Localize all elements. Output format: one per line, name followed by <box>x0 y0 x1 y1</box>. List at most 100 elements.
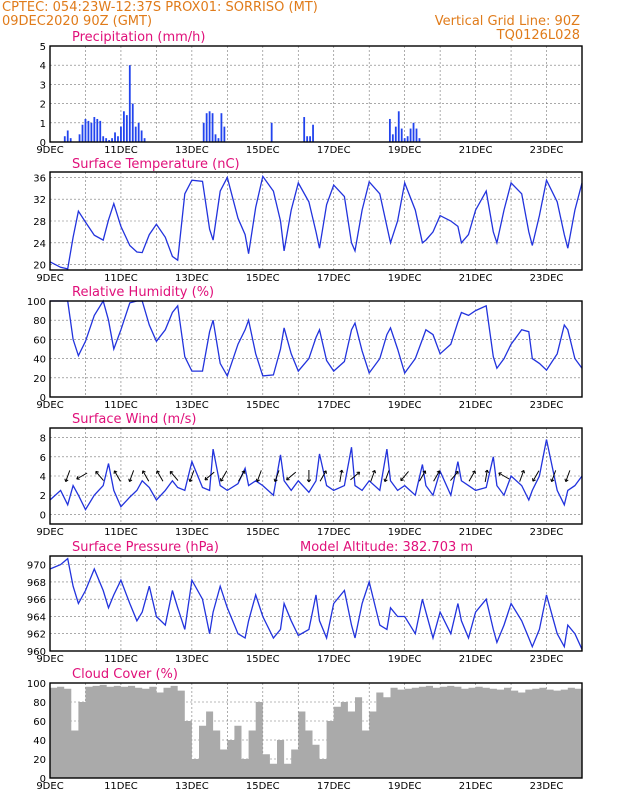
wind-arrow <box>141 470 150 482</box>
wind-arrow-shaft <box>339 470 343 482</box>
wind-arrow-shaft <box>350 471 360 481</box>
y-tick-label: 6 <box>40 453 46 464</box>
wind-arrow <box>255 470 262 483</box>
panel-frame <box>49 682 583 779</box>
x-tick-label: 9DEC <box>36 654 63 665</box>
panel-0: 0 1 2 3 4 5 9DEC 11DEC 13DEC 15DEC 17DEC 19DEC 21DEC… <box>36 30 583 156</box>
wind-arrow-shaft <box>468 470 476 482</box>
panel-title: Surface Temperature (nC) <box>72 157 240 172</box>
wind-arrow-shaft <box>551 470 557 482</box>
wind-arrow <box>204 471 215 481</box>
wind-arrow-head <box>400 479 404 482</box>
precip-bar <box>131 103 134 142</box>
x-tick-label: 17DEC <box>317 527 351 538</box>
x-tick-label: 23DEC <box>530 527 564 538</box>
y-tick-label: 20 <box>33 374 46 385</box>
y-tick-label: 962 <box>27 630 46 641</box>
wind-arrow-shaft <box>433 470 441 482</box>
y-tick-label: 0 <box>40 774 46 785</box>
wind-arrow <box>273 470 280 483</box>
x-tick-label: 19DEC <box>388 654 422 665</box>
precip-bar <box>99 120 102 142</box>
precip-bar <box>137 122 140 142</box>
header-model-id: TQ0126L028 <box>496 28 580 43</box>
precip-bar <box>63 136 66 142</box>
x-tick-label: 19DEC <box>388 400 422 411</box>
x-tick-label: 15DEC <box>246 527 280 538</box>
y-tick-label: 8 <box>40 434 46 445</box>
wind-arrow-shaft <box>532 470 540 482</box>
wind-arrow <box>383 470 390 483</box>
header-line2: 09DEC2020 90Z (GMT) <box>2 14 152 29</box>
wind-arrow <box>418 470 427 482</box>
x-tick-label: 15DEC <box>246 654 280 665</box>
x-tick-label: 23DEC <box>530 273 564 284</box>
panel-title: Precipitation (mm/h) <box>72 30 205 45</box>
precip-bar <box>87 120 90 142</box>
x-tick-label: 17DEC <box>317 654 351 665</box>
x-tick-label: 11DEC <box>104 400 138 411</box>
wind-arrow-shaft <box>565 470 571 482</box>
x-tick-label: 19DEC <box>388 527 422 538</box>
cloud-area <box>50 684 582 778</box>
y-tick-label: 0 <box>40 138 46 149</box>
wind-arrow-shaft <box>384 470 390 482</box>
y-tick-label: 2 <box>40 491 46 502</box>
precip-bar <box>81 124 84 142</box>
wind-arrow-shaft <box>450 471 459 481</box>
precip-bar <box>117 136 119 142</box>
precip-bar <box>93 117 96 142</box>
precip-bar <box>128 65 131 142</box>
wind-arrow <box>532 470 540 482</box>
panel-frame <box>49 300 583 398</box>
wind-arrow <box>156 470 164 482</box>
wind-arrow-head <box>323 470 327 473</box>
y-tick-label: 40 <box>33 355 46 366</box>
precip-bar <box>309 136 311 142</box>
panel-frame <box>49 45 583 143</box>
series-line <box>49 439 583 511</box>
wind-arrow-shaft <box>76 472 88 480</box>
precip-bar <box>102 136 105 142</box>
y-tick-label: 966 <box>27 595 46 606</box>
x-tick-label: 19DEC <box>388 273 422 284</box>
wind-arrow <box>339 469 344 482</box>
precip-bar <box>391 134 394 142</box>
wind-arrow-head <box>372 469 376 473</box>
x-tick-label: 23DEC <box>530 781 564 792</box>
wind-arrow-head <box>484 469 488 473</box>
wind-arrow-shaft <box>142 470 150 482</box>
wind-arrow-shaft <box>169 471 179 481</box>
x-tick-label: 21DEC <box>459 654 493 665</box>
wind-arrow <box>519 469 526 482</box>
precip-bar <box>84 118 87 142</box>
wind-arrow-head <box>551 479 555 483</box>
precip-bar <box>66 130 69 142</box>
precip-bar <box>140 130 143 142</box>
precip-bar <box>403 138 406 142</box>
wind-arrow <box>286 471 297 481</box>
wind-arrow-head <box>384 479 388 483</box>
x-tick-label: 11DEC <box>104 273 138 284</box>
precip-bar <box>90 122 93 142</box>
wind-arrow <box>564 470 571 483</box>
y-tick-label: 100 <box>27 679 46 690</box>
x-tick-label: 9DEC <box>36 400 63 411</box>
wind-arrow-head <box>241 470 245 473</box>
y-tick-label: 80 <box>33 316 46 327</box>
wind-arrow-shaft <box>238 470 245 482</box>
precip-bar <box>125 115 128 142</box>
x-tick-label: 13DEC <box>175 400 209 411</box>
x-tick-label: 13DEC <box>175 527 209 538</box>
precip-bar <box>122 111 125 142</box>
x-tick-label: 9DEC <box>36 781 63 792</box>
y-tick-label: 28 <box>33 217 46 228</box>
panel-5: 0 20 40 60 80 100 9DEC 11DEC 13DEC 15DEC 17DEC 19DE… <box>27 667 583 792</box>
y-tick-label: 0 <box>40 510 46 521</box>
y-tick-label: 32 <box>33 195 46 206</box>
x-tick-label: 21DEC <box>459 145 493 156</box>
wind-arrow-shaft <box>286 471 297 481</box>
x-tick-label: 21DEC <box>459 400 493 411</box>
panel-1: 20 24 28 32 36 9DEC 11DEC 13DEC 15DEC 17DEC 19DEC 2… <box>33 157 583 284</box>
